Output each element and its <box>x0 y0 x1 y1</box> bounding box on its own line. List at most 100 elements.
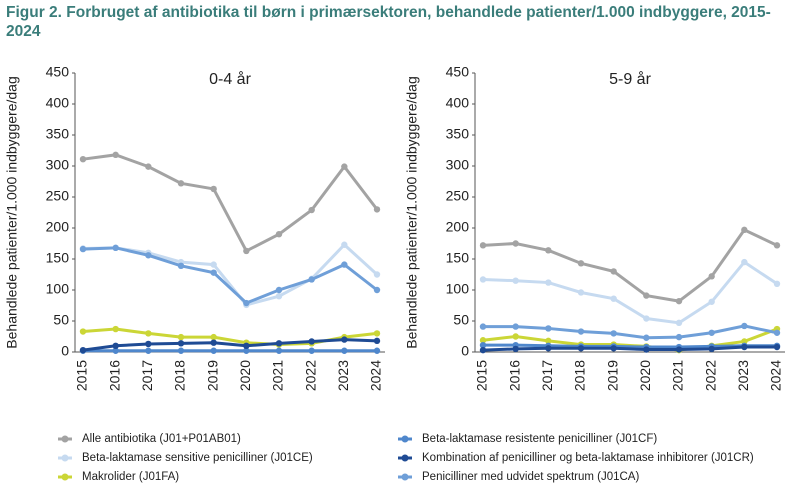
x-tick-label: 2024 <box>368 360 384 391</box>
point <box>275 231 283 238</box>
point <box>243 247 250 255</box>
point <box>112 347 119 354</box>
y-tick-label: 450 <box>446 64 470 80</box>
point <box>308 347 315 354</box>
legend-label: Penicilliner med udvidet spektrum (J01CA… <box>422 471 639 483</box>
y-tick-label: 350 <box>46 126 70 142</box>
point <box>577 260 585 267</box>
y-axis-label: Behandlede patienter/1.000 indbyggere/da… <box>4 76 20 348</box>
x-tick-label: 2022 <box>702 360 718 391</box>
point <box>341 336 348 343</box>
point <box>177 333 185 341</box>
point <box>741 322 748 330</box>
point <box>708 345 715 353</box>
point <box>145 252 152 259</box>
series-line <box>82 338 378 352</box>
x-tick-label: 2023 <box>335 360 351 391</box>
point <box>275 286 283 294</box>
point <box>675 346 683 353</box>
legend-marker <box>61 473 69 481</box>
point <box>773 329 781 336</box>
legend-marker <box>61 435 69 443</box>
x-tick-label: 2018 <box>572 360 588 391</box>
point <box>373 271 381 278</box>
figure-title: Figur 2. Forbruget af antibiotika til bø… <box>6 4 771 40</box>
point <box>275 347 283 354</box>
point <box>79 346 87 354</box>
point <box>210 269 217 276</box>
series-line <box>483 324 778 340</box>
point <box>79 328 87 335</box>
point <box>243 299 250 307</box>
point <box>177 262 185 270</box>
x-tick-label: 2021 <box>670 360 686 391</box>
y-tick-label: 350 <box>446 126 470 142</box>
point <box>373 206 381 213</box>
y-tick-label: 0 <box>61 343 69 359</box>
x-tick-label: 2020 <box>237 360 253 391</box>
x-tick-label: 2018 <box>172 360 188 391</box>
point <box>210 339 217 346</box>
point <box>479 341 487 349</box>
point <box>210 347 217 354</box>
y-tick-label: 150 <box>446 250 470 266</box>
series-line <box>482 345 777 352</box>
point <box>643 334 650 341</box>
point <box>479 276 487 283</box>
x-tick-label: 2022 <box>302 360 318 391</box>
point <box>708 329 715 336</box>
point <box>177 340 185 347</box>
series-line <box>82 242 379 307</box>
point <box>341 163 348 170</box>
y-tick-label: 200 <box>446 219 470 235</box>
point <box>373 330 381 337</box>
point <box>275 340 283 347</box>
point <box>210 261 217 268</box>
point <box>479 337 487 344</box>
point <box>145 340 152 348</box>
point <box>210 333 217 341</box>
legend-marker <box>61 454 69 462</box>
y-tick-label: 200 <box>46 219 70 235</box>
y-tick-label: 300 <box>46 157 70 173</box>
point <box>373 286 381 294</box>
point <box>112 342 119 349</box>
series-line <box>482 227 778 303</box>
point <box>112 151 119 159</box>
point <box>79 155 87 163</box>
point <box>708 273 715 280</box>
point <box>512 333 519 340</box>
point <box>308 338 315 345</box>
point <box>512 323 519 330</box>
y-tick-label: 300 <box>446 157 470 173</box>
legend-label: Beta-laktamase sensitive penicilliner (J… <box>82 452 313 464</box>
point <box>610 345 617 352</box>
x-tick-label: 2017 <box>539 360 555 391</box>
y-tick-label: 400 <box>446 95 470 111</box>
point <box>243 347 250 354</box>
legend-marker <box>401 473 409 481</box>
point <box>741 226 748 234</box>
point <box>341 241 348 248</box>
y-tick-label: 400 <box>46 95 70 111</box>
point <box>610 330 617 337</box>
point <box>741 258 748 266</box>
x-tick-label: 2021 <box>270 360 286 391</box>
point <box>145 347 152 354</box>
x-tick-label: 2016 <box>106 360 122 391</box>
x-tick-label: 2015 <box>74 360 90 391</box>
y-tick-label: 150 <box>46 250 70 266</box>
point <box>112 325 119 333</box>
series-line <box>82 153 379 253</box>
point <box>79 245 87 253</box>
point <box>275 293 283 300</box>
point <box>145 330 152 337</box>
point <box>610 295 617 302</box>
chart-title: 5-9 år <box>609 70 651 88</box>
x-tick-label: 2019 <box>204 360 220 391</box>
point <box>341 261 348 268</box>
y-tick-label: 450 <box>46 64 70 80</box>
point <box>675 333 683 341</box>
